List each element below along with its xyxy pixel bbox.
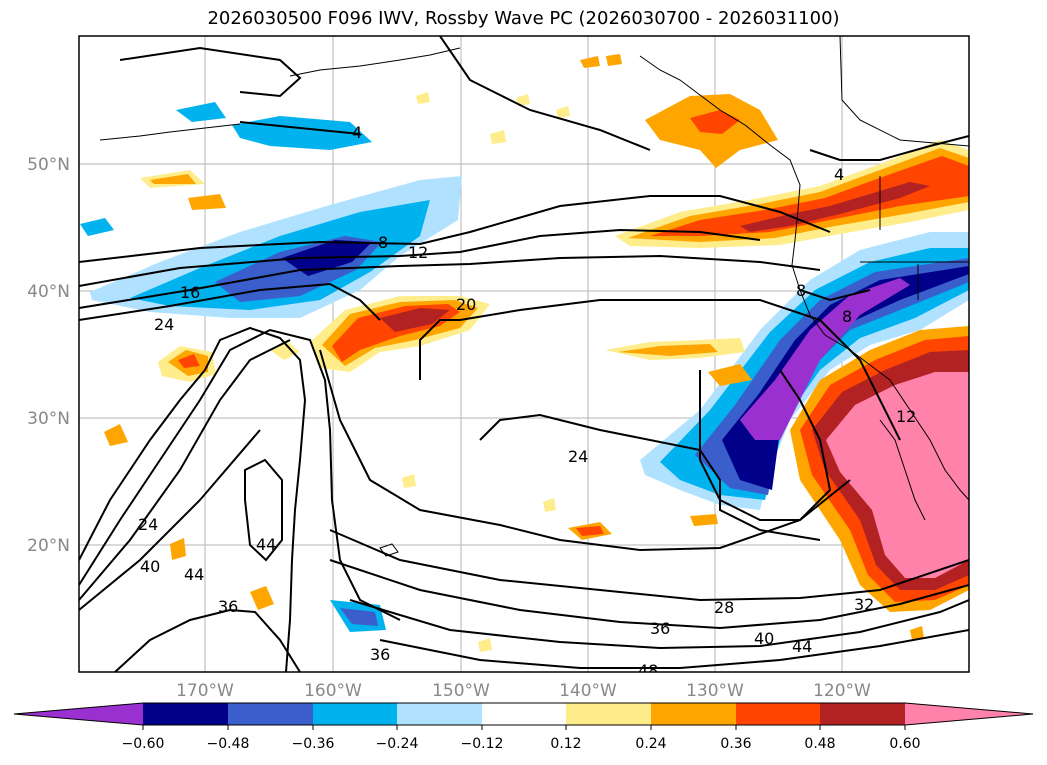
contour-label: 32 (854, 595, 874, 614)
lon-label-150w: 150°W (432, 681, 490, 701)
colorbar-tick-label: 0.24 (635, 736, 666, 752)
contour-label: 4 (834, 165, 844, 184)
contour-label: 36 (370, 645, 390, 664)
contour-label: 40 (754, 629, 774, 648)
contour-label: 4 (352, 123, 362, 142)
positive-anomaly-shading (104, 54, 969, 652)
colorbar-segment (651, 703, 736, 725)
contour-labels: 4 8 12 16 24 20 24 24 40 44 44 36 36 28 … (138, 123, 916, 680)
colorbar-segment (736, 703, 820, 725)
contour-label: 44 (256, 535, 276, 554)
colorbar-tick-label: 0.12 (550, 736, 581, 752)
contour-label: 36 (218, 597, 238, 616)
contour-label: 20 (456, 295, 476, 314)
coastline (99, 36, 969, 557)
colorbar-tick-label: −0.12 (461, 736, 504, 752)
longitude-labels: 170°W 160°W 150°W 140°W 130°W 120°W (176, 681, 871, 701)
contour-label: 24 (154, 315, 174, 334)
map-title: 2026030500 F096 IWV, Rossby Wave PC (202… (207, 8, 840, 29)
lat-label-40n: 40°N (27, 282, 70, 302)
colorbar-tick-label: 0.48 (804, 736, 835, 752)
colorbar-segment (313, 703, 397, 725)
colorbar-segment (143, 703, 228, 725)
iwv-contours (79, 36, 969, 672)
lat-label-30n: 30°N (27, 409, 70, 429)
map-plot-area: 4 8 12 16 24 20 24 24 40 44 44 36 36 28 … (79, 36, 969, 680)
lon-label-160w: 160°W (304, 681, 362, 701)
latitude-labels: 50°N 40°N 30°N 20°N (27, 155, 70, 556)
contour-label: 36 (650, 619, 670, 638)
colorbar-tick-label: 0.60 (889, 736, 920, 752)
lat-label-20n: 20°N (27, 536, 70, 556)
colorbar-segment (820, 703, 905, 725)
colorbar-tick-label: −0.48 (207, 736, 250, 752)
contour-label: 24 (138, 515, 158, 534)
contour-label: 8 (378, 233, 388, 252)
contour-label: 24 (568, 447, 588, 466)
colorbar-tick-label: 0.36 (720, 736, 751, 752)
colorbar-segment (228, 703, 313, 725)
lon-label-120w: 120°W (813, 681, 871, 701)
colorbar-segment (482, 703, 566, 725)
contour-label: 40 (140, 557, 160, 576)
colorbar-tick-label: −0.24 (376, 736, 419, 752)
colorbar-segment (566, 703, 651, 725)
contour-label: 48 (638, 661, 658, 680)
contour-label: 12 (408, 243, 428, 262)
contour-label: 28 (714, 598, 734, 617)
colorbar-over-arrow (905, 703, 1033, 725)
colorbar-tick-label: −0.60 (122, 736, 165, 752)
contour-label: 44 (184, 565, 204, 584)
lon-label-130w: 130°W (686, 681, 744, 701)
colorbar: −0.60 −0.48 −0.36 −0.24 −0.12 0.12 0.24 … (13, 702, 1034, 752)
lon-label-170w: 170°W (176, 681, 234, 701)
contour-label: 16 (180, 283, 200, 302)
colorbar-segment (397, 703, 482, 725)
contour-label: 12 (896, 407, 916, 426)
lat-label-50n: 50°N (27, 155, 70, 175)
colorbar-tick-label: −0.36 (292, 736, 335, 752)
lon-label-140w: 140°W (559, 681, 617, 701)
colorbar-under-arrow (14, 703, 143, 725)
negative-anomaly-shading (80, 102, 969, 632)
contour-label: 8 (796, 281, 806, 300)
contour-label: 8 (842, 307, 852, 326)
contour-label: 44 (792, 637, 812, 656)
map-frame (78, 35, 970, 673)
colorbar-ticks (142, 725, 906, 730)
